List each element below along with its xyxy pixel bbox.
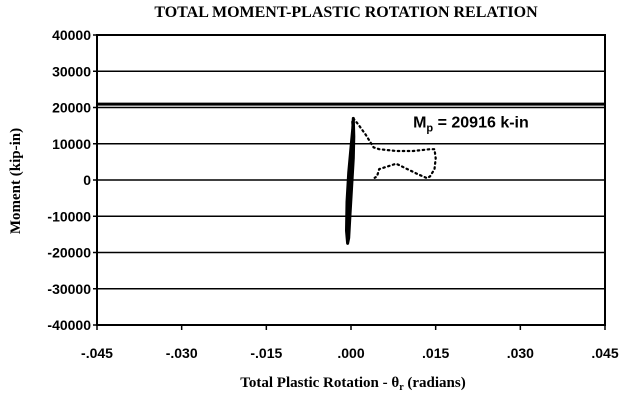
x-tick-label: .045 — [591, 345, 618, 361]
series-line — [345, 116, 356, 245]
x-tick-label: -.030 — [166, 345, 198, 361]
tick-labels: 40000 30000 20000 10000 0 -10000 -20000 -30000 -… — [47, 27, 618, 361]
x-tick-label: -.045 — [81, 345, 113, 361]
series-layer — [345, 116, 437, 245]
y-tick-label: 20000 — [52, 100, 91, 116]
x-tick-label: .000 — [337, 345, 364, 361]
series-line — [352, 117, 437, 180]
mp-annotation-subscript: p — [426, 122, 433, 134]
x-axis-label-subscript: r — [399, 382, 404, 393]
x-tick-label: -.015 — [250, 345, 282, 361]
chart-title: TOTAL MOMENT-PLASTIC ROTATION RELATION — [154, 4, 538, 21]
y-tick-label: 0 — [83, 172, 91, 188]
mp-annotation-rest: = 20916 k-in — [433, 114, 529, 131]
x-tick-label: .030 — [507, 345, 534, 361]
y-tick-label: 10000 — [52, 136, 91, 152]
y-tick-label: 30000 — [52, 63, 91, 79]
x-tick-label: .015 — [422, 345, 449, 361]
y-axis-label: Moment (kip-in) — [8, 128, 24, 234]
y-tick-label: -30000 — [47, 281, 91, 297]
y-tick-label: 40000 — [52, 27, 91, 43]
x-axis-label-units: (radians) — [404, 375, 466, 391]
y-tick-label: -10000 — [47, 208, 91, 224]
x-axis-label: Total Plastic Rotation - θr (radians) — [240, 375, 465, 393]
mp-annotation: Mp = 20916 k-in — [413, 114, 529, 134]
y-tick-label: -40000 — [47, 317, 91, 333]
y-tick-label: -20000 — [47, 245, 91, 261]
x-axis-label-main: Total Plastic Rotation - θ — [240, 375, 399, 391]
gridlines — [93, 34, 606, 330]
mp-annotation-main: M — [413, 114, 426, 131]
